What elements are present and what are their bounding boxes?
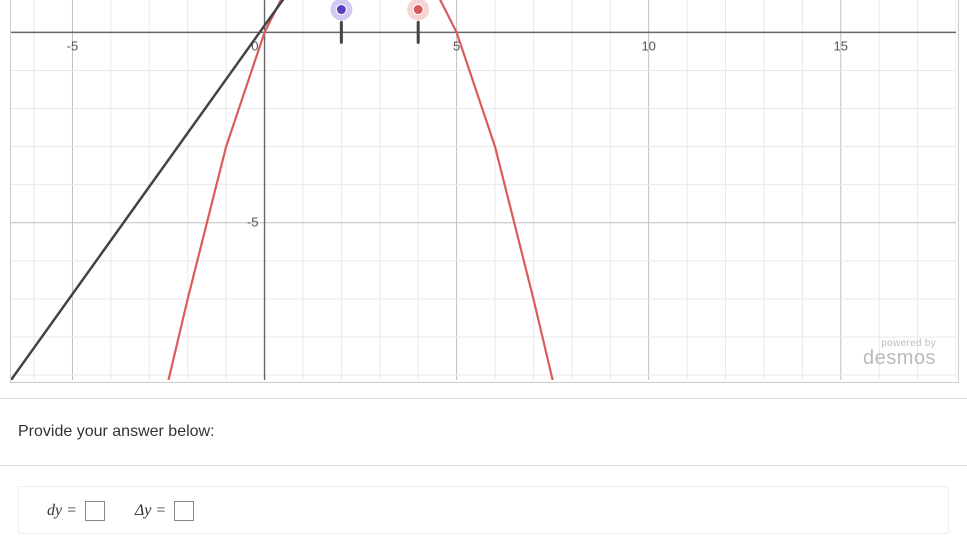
svg-text:-5: -5 [67,38,79,53]
svg-text:10: 10 [641,38,655,53]
answer-area: dy = Δy = [18,486,949,534]
graph-panel[interactable]: -5051015-5 powered by desmos [10,0,959,383]
svg-text:-5: -5 [247,215,259,230]
prompt-bar: Provide your answer below: [0,398,967,466]
dy-input[interactable] [85,501,105,521]
graph-svg: -5051015-5 [11,0,956,380]
answer-row: dy = Δy = [47,501,194,521]
dy-label: dy = [47,502,79,520]
prompt-text: Provide your answer below: [18,423,215,441]
delta-y-label: Δy = [135,502,168,520]
delta-y-input[interactable] [174,501,194,521]
page: -5051015-5 powered by desmos Provide you… [0,0,967,540]
svg-text:15: 15 [834,38,848,53]
